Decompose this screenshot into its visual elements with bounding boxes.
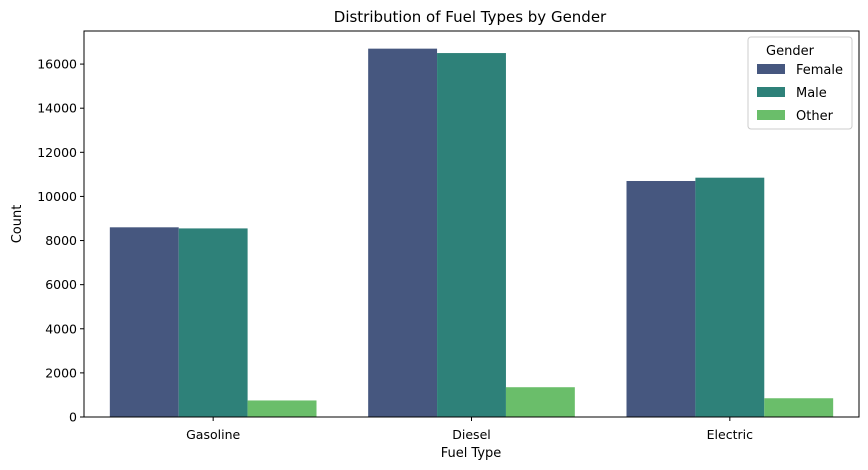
y-tick-label: 12000 [37,145,77,160]
y-tick-label: 0 [69,410,77,425]
bar-electric-female [626,180,696,417]
x-tick-label: Diesel [452,427,490,442]
chart-title: Distribution of Fuel Types by Gender [334,8,607,26]
y-tick-label: 4000 [45,321,77,336]
y-tick-label: 6000 [45,277,77,292]
legend-swatch-female [757,64,785,74]
legend-label-female: Female [796,63,843,78]
bar-gasoline-other [247,400,317,417]
y-tick-label: 10000 [37,189,77,204]
bar-electric-male [695,177,765,417]
x-ticks-group: Gasoline Diesel Electric [186,417,753,442]
x-axis-label: Fuel Type [441,446,502,461]
legend: Gender Female Male Other [747,36,853,130]
legend-label-other: Other [796,109,834,124]
bar-diesel-female [368,48,438,418]
y-axis-label: Count [10,205,25,244]
bar-electric-other [764,398,834,417]
y-tick-label: 8000 [45,233,77,248]
legend-swatch-other [757,110,785,120]
legend-box [747,36,853,130]
legend-label-male: Male [796,86,827,101]
y-ticks-group: 0 2000 4000 6000 8000 10000 12000 14000 16000 [37,57,84,425]
legend-items: Female Male Other [757,63,843,124]
bars-group [109,48,834,418]
x-tick-label: Gasoline [186,427,240,442]
bar-diesel-male [437,53,506,418]
legend-title: Gender [766,44,815,59]
bar-gasoline-female [109,227,179,417]
bar-gasoline-male [178,228,248,417]
y-tick-label: 14000 [37,101,77,116]
bar-diesel-other [505,387,575,417]
plot-frame [83,30,860,418]
y-tick-label: 2000 [45,365,77,380]
x-tick-label: Electric [707,427,753,442]
legend-swatch-male [757,87,785,97]
y-tick-label: 16000 [37,57,77,72]
